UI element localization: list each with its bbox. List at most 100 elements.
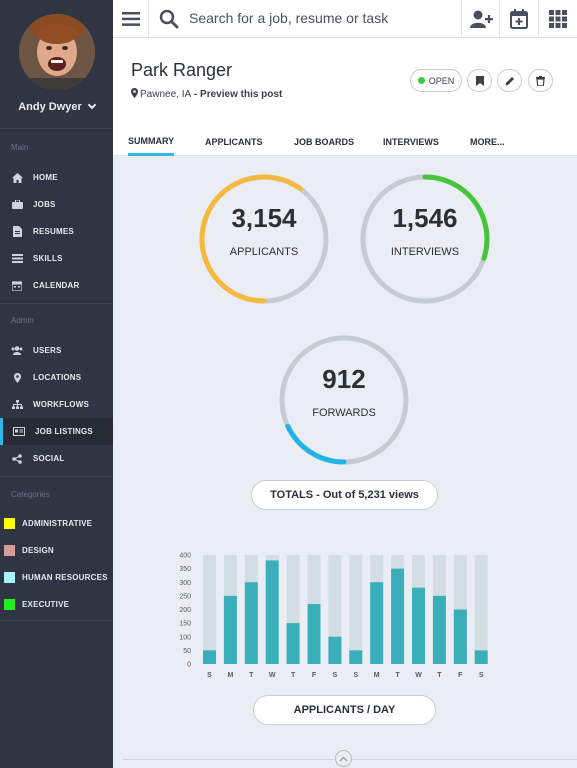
top-bar: Search for a job, resume or task: [113, 0, 577, 38]
avatar[interactable]: [19, 14, 95, 90]
home-icon: [11, 172, 23, 183]
category-executive[interactable]: EXECUTIVE: [0, 591, 113, 618]
bar-track: [203, 555, 216, 664]
category-color-swatch: [3, 598, 16, 611]
job-header: Park Ranger Pawnee, IA - Preview this po…: [113, 38, 577, 156]
tab-summary[interactable]: SUMMARY: [128, 128, 175, 156]
applicants-per-day-chart: 0 50 100 150 200 250 300 350 400 S M T W T F S S M T W T F S: [179, 553, 488, 679]
bar[interactable]: [349, 650, 363, 664]
bar[interactable]: [223, 595, 237, 664]
forwards-ring: [279, 335, 409, 465]
sidebar-item-locations[interactable]: LOCATIONS: [0, 364, 113, 391]
applicants-label: APPLICANTS: [229, 246, 299, 258]
sidebar-item-home[interactable]: HOME: [0, 164, 113, 191]
section-admin: Admin: [11, 316, 34, 325]
y-tick-label: 350: [179, 566, 191, 573]
y-tick-label: 250: [179, 593, 191, 600]
category-label: DESIGN: [22, 546, 54, 555]
user-name: Andy Dwyer: [18, 101, 82, 113]
bar[interactable]: [391, 568, 405, 664]
bar[interactable]: [307, 604, 321, 664]
forwards-stat: 912 FORWARDS: [278, 334, 410, 466]
add-user-icon: [469, 10, 493, 28]
category-administrative[interactable]: ADMINISTRATIVE: [0, 510, 113, 537]
bar[interactable]: [370, 582, 384, 664]
scroll-up-button[interactable]: [335, 750, 352, 767]
apps-button[interactable]: [538, 0, 576, 38]
category-design[interactable]: DESIGN: [0, 537, 113, 564]
category-label: EXECUTIVE: [22, 600, 70, 609]
preview-link[interactable]: Preview this post: [200, 89, 283, 100]
sidebar-item-label: SOCIAL: [33, 454, 65, 463]
applicants-ring-progress: [199, 174, 329, 304]
interviews-ring: [360, 174, 490, 304]
share-icon: [11, 453, 23, 464]
sidebar-item-jobs[interactable]: JOBS: [0, 191, 113, 218]
menu-button[interactable]: [113, 0, 149, 38]
calendar-plus-icon: [509, 9, 528, 29]
x-tick-label: F: [458, 672, 463, 679]
bar[interactable]: [453, 609, 467, 665]
bookmark-icon: [475, 75, 484, 86]
location-separator: -: [191, 89, 201, 100]
interviews-label: INTERVIEWS: [390, 246, 460, 258]
bar[interactable]: [286, 623, 300, 664]
sidebar-divider: [0, 303, 113, 304]
category-label: HUMAN RESOURCES: [22, 573, 108, 582]
applicants-per-day-button[interactable]: APPLICANTS / DAY: [253, 695, 436, 725]
sidebar-item-label: HOME: [33, 173, 58, 182]
totals-button[interactable]: TOTALS - Out of 5,231 views: [251, 480, 438, 510]
add-user-button[interactable]: [461, 0, 499, 38]
sidebar-item-skills[interactable]: SKILLS: [0, 245, 113, 272]
tab-job-boards[interactable]: JOB BOARDS: [294, 137, 355, 147]
search-input[interactable]: Search for a job, resume or task: [189, 10, 389, 26]
bar[interactable]: [474, 650, 488, 664]
user-menu[interactable]: Andy Dwyer: [0, 100, 113, 113]
bar[interactable]: [203, 650, 216, 664]
y-tick-label: 400: [179, 553, 191, 560]
x-tick-label: S: [353, 672, 358, 679]
bar[interactable]: [412, 587, 425, 664]
trash-icon: [536, 75, 545, 86]
bar[interactable]: [244, 582, 258, 664]
sidebar-divider: [0, 476, 113, 477]
sidebar-item-label: JOB LISTINGS: [35, 427, 93, 436]
sidebar-item-job-listings[interactable]: JOB LISTINGS: [0, 418, 113, 445]
grid-icon: [548, 10, 567, 28]
x-tick-label: M: [227, 672, 233, 679]
sidebar-item-label: USERS: [33, 346, 62, 355]
calendar-icon: [11, 280, 23, 291]
category-human-resources[interactable]: HUMAN RESOURCES: [0, 564, 113, 591]
tab-interviews[interactable]: INTERVIEWS: [383, 137, 439, 147]
edit-button[interactable]: [497, 69, 522, 92]
tab-more[interactable]: MORE...: [470, 137, 505, 147]
status-badge[interactable]: OPEN: [410, 69, 462, 92]
pencil-icon: [505, 76, 514, 85]
delete-button[interactable]: [528, 69, 553, 92]
x-tick-label: W: [415, 672, 422, 679]
x-tick-label: S: [207, 672, 212, 679]
applicants-count: 3,154: [231, 203, 297, 233]
bar[interactable]: [432, 595, 446, 664]
sidebar-item-calendar[interactable]: CALENDAR: [0, 272, 113, 299]
location-text: Pawnee, IA: [140, 89, 192, 100]
bookmark-button[interactable]: [467, 69, 492, 92]
section-categories: Categories: [11, 490, 50, 499]
forwards-ring-progress: [279, 335, 409, 465]
sidebar-item-resumes[interactable]: RESUMES: [0, 218, 113, 245]
x-tick-label: T: [249, 672, 254, 679]
add-event-button[interactable]: [499, 0, 537, 38]
category-color-swatch: [3, 544, 16, 557]
sidebar-item-label: SKILLS: [33, 254, 63, 263]
bar[interactable]: [328, 636, 342, 664]
category-color-swatch: [3, 571, 16, 584]
sidebar-item-label: CALENDAR: [33, 281, 80, 290]
bar[interactable]: [265, 560, 279, 664]
search-icon[interactable]: [159, 9, 179, 29]
sidebar-item-workflows[interactable]: WORKFLOWS: [0, 391, 113, 418]
summary-panel: 3,154 APPLICANTS 1,546 INTERVIEWS 912 FO…: [113, 157, 577, 768]
tab-bar: SUMMARY APPLICANTS JOB BOARDS INTERVIEWS MOR…: [113, 128, 577, 156]
sidebar-item-users[interactable]: USERS: [0, 337, 113, 364]
sidebar-item-social[interactable]: SOCIAL: [0, 445, 113, 472]
tab-applicants[interactable]: APPLICANTS: [205, 137, 263, 147]
